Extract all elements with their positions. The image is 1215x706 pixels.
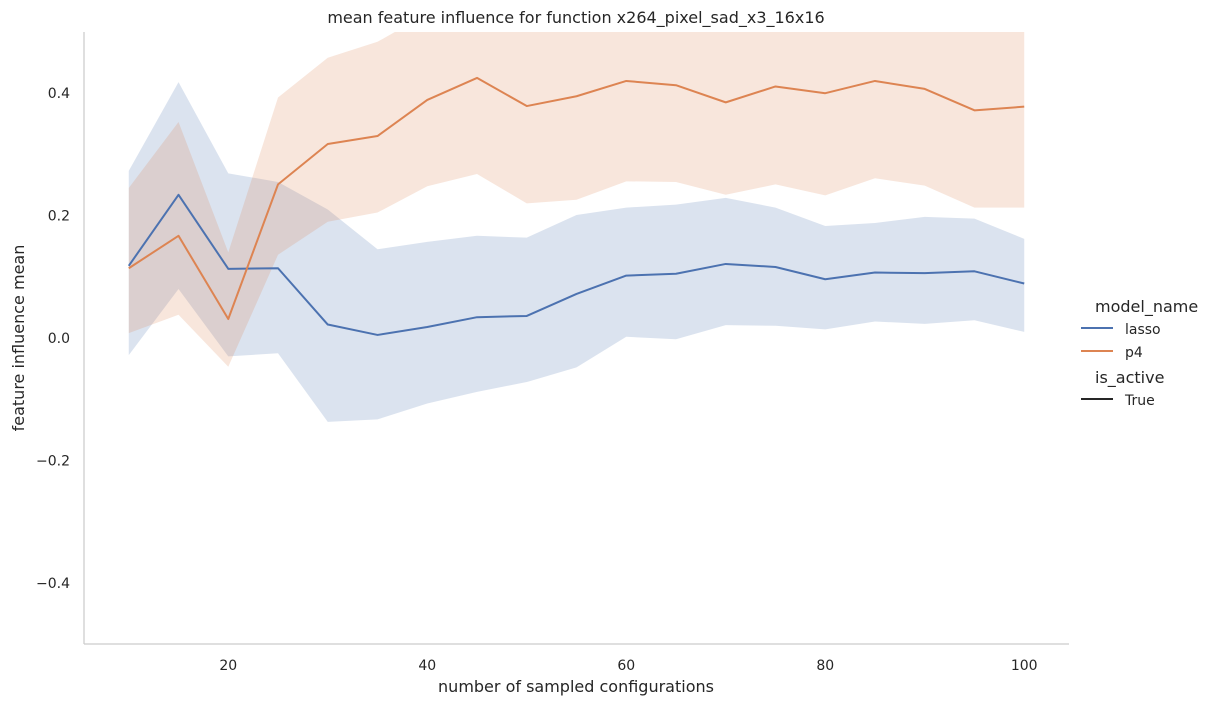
confidence-bands [129,0,1024,422]
y-tick-labels: −0.4 −0.2 0.0 0.2 0.4 [36,86,70,592]
x-tick-label: 20 [219,658,237,674]
legend-hue-title: model_name [1095,297,1198,317]
legend-label-true: True [1124,393,1155,409]
y-axis-label: feature influence mean [9,245,28,432]
y-tick-label: −0.2 [36,453,70,469]
legend-label-lasso: lasso [1125,322,1161,338]
x-tick-label: 40 [418,658,436,674]
x-axis-label: number of sampled configurations [438,677,714,696]
chart-title: mean feature influence for function x264… [327,8,824,28]
y-tick-label: 0.0 [48,331,70,347]
x-tick-label: 100 [1011,658,1038,674]
x-tick-label: 60 [617,658,635,674]
y-tick-label: 0.2 [48,209,70,225]
y-tick-label: −0.4 [36,576,70,592]
legend-style-title: is_active [1095,368,1164,388]
legend-label-p4: p4 [1125,345,1143,361]
y-tick-label: 0.4 [48,86,70,102]
legend: model_name is_active lasso p4 True [1081,297,1198,409]
x-tick-labels: 20 40 60 80 100 [219,658,1037,674]
x-tick-label: 80 [816,658,834,674]
